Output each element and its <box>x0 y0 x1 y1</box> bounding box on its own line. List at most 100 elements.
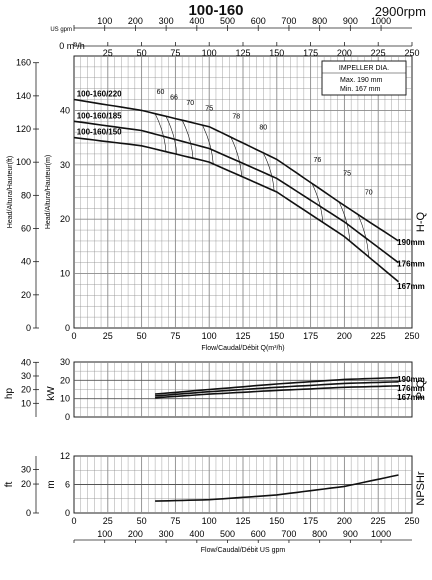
npsh-side-label: NPSHr <box>415 471 427 506</box>
pq-series-label: 176mm <box>397 384 425 393</box>
hq-efficiency-line <box>154 113 167 152</box>
hq-series-name: 100-160/185 <box>77 111 122 120</box>
hq-x-tick-label: 175 <box>303 331 318 341</box>
npsh-m-axis-label: m <box>46 480 57 488</box>
hq-x-tick-label: 25 <box>103 331 113 341</box>
hq-x-tick-label: 225 <box>371 331 386 341</box>
hq-curve-2 <box>73 136 400 283</box>
hq-curve-1 <box>73 120 399 264</box>
top-usgpm-tick-label: 1000 <box>371 16 391 26</box>
impeller-box-max: Max. 190 mm <box>340 77 383 84</box>
hq-curve-0 <box>73 98 399 242</box>
npsh-x-tick-label: 125 <box>235 516 250 526</box>
bottom-usgpm-tick-label: 800 <box>312 529 327 539</box>
top-usgpm-tick-label: 500 <box>220 16 235 26</box>
npsh-x-tick-label: 25 <box>103 516 113 526</box>
pq-hp-tick-label: 10 <box>21 398 31 408</box>
hq-diameter-label: 190mm <box>397 238 425 247</box>
hq-efficiency-label: 60 <box>157 89 165 96</box>
hq-efficiency-label: 75 <box>343 171 351 178</box>
hq-efficiency-label: 75 <box>205 105 213 112</box>
npsh-x-tick-label: 75 <box>170 516 180 526</box>
pq-hp-tick-label: 40 <box>21 357 31 367</box>
pq-hp-tick-label: 30 <box>21 371 31 381</box>
pq-hp-tick-label: 20 <box>21 385 31 395</box>
pq-kw-tick-label: 0 <box>65 412 70 422</box>
hq-m-tick-label: 20 <box>60 214 70 224</box>
hq-x-tick-label: 100 <box>202 331 217 341</box>
hq-x-axis-label: Flow/Caudal/Débit Q(m³/h) <box>201 345 284 352</box>
pq-series-label: 167mm <box>397 393 425 402</box>
pq-curve-1 <box>155 381 399 397</box>
top-m3h-tick-label: 225 <box>371 48 386 58</box>
hq-efficiency-line <box>230 137 242 177</box>
npsh-m-tick-label: 0 <box>65 508 70 518</box>
hq-ft-tick-label: 80 <box>21 190 31 200</box>
hq-ft-tick-label: 100 <box>16 157 31 167</box>
hq-ft-axis-label: Head/Altura/Hauteur(ft) <box>7 156 14 228</box>
top-usgpm-tick-label: 100 <box>97 16 112 26</box>
hq-series-name: 100-160/220 <box>77 90 122 99</box>
hq-x-tick-label: 250 <box>404 331 419 341</box>
hq-x-tick-label: 200 <box>337 331 352 341</box>
hq-ft-tick-label: 120 <box>16 124 31 134</box>
top-m3h-tick-label: 75 <box>170 48 180 58</box>
bottom-usgpm-tick-label: 500 <box>220 529 235 539</box>
pq-hp-axis-label: hp <box>4 388 15 400</box>
npsh-x-tick-label: 50 <box>137 516 147 526</box>
hq-efficiency-line <box>263 152 275 191</box>
npsh-x-tick-label: 250 <box>404 516 419 526</box>
npsh-m-tick-label: 12 <box>60 451 70 461</box>
impeller-box-min: Min. 167 mm <box>340 86 381 93</box>
chart-title: 100-160 <box>188 2 244 19</box>
hq-efficiency-label: 76 <box>313 157 321 164</box>
bottom-usgpm-tick-label: 1000 <box>371 529 391 539</box>
hq-efficiency-label: 70 <box>365 190 373 197</box>
top-m3h-unit: 0 m³/h <box>59 41 85 51</box>
hq-side-label: H-Q <box>415 211 427 232</box>
npsh-x-tick-label: 150 <box>269 516 284 526</box>
top-usgpm-tick-label: 900 <box>343 16 358 26</box>
hq-efficiency-label: 70 <box>186 100 194 107</box>
top-usgpm-tick-label: 700 <box>281 16 296 26</box>
pq-kw-tick-label: 30 <box>60 357 70 367</box>
top-usgpm-tick-label: 200 <box>128 16 143 26</box>
pq-series-label: 190mm <box>397 375 425 384</box>
pq-side-label: P-Q <box>415 379 427 399</box>
top-m3h-tick-label: 50 <box>137 48 147 58</box>
hq-m-tick-label: 10 <box>60 269 70 279</box>
npsh-curve <box>155 474 399 502</box>
npsh-ft-tick-label: 20 <box>21 479 31 489</box>
top-usgpm-tick-label: 300 <box>159 16 174 26</box>
hq-ft-tick-label: 60 <box>21 224 31 234</box>
hq-ft-tick-label: 160 <box>16 58 31 68</box>
npsh-ft-tick-label: 0 <box>26 508 31 518</box>
top-usgpm-tick-label: 600 <box>251 16 266 26</box>
hq-x-tick-label: 75 <box>170 331 180 341</box>
impeller-box-title: IMPELLER DIA. <box>339 65 389 72</box>
top-m3h-tick-label: 200 <box>337 48 352 58</box>
npsh-x-tick-label: 0 <box>71 516 76 526</box>
npsh-x-tick-label: 175 <box>303 516 318 526</box>
hq-m-tick-label: 0 <box>65 323 70 333</box>
pq-kw-axis-label: kW <box>46 386 57 401</box>
bottom-usgpm-tick-label: 100 <box>97 529 112 539</box>
hq-efficiency-label: 80 <box>259 124 267 131</box>
hq-x-tick-label: 0 <box>71 331 76 341</box>
top-m3h-tick-label: 150 <box>269 48 284 58</box>
hq-diameter-label: 167mm <box>397 282 425 291</box>
npsh-x-tick-label: 100 <box>202 516 217 526</box>
npsh-m-tick-label: 6 <box>65 480 70 490</box>
bottom-usgpm-tick-label: 600 <box>251 529 266 539</box>
pq-kw-tick-label: 20 <box>60 375 70 385</box>
hq-efficiency-line <box>357 214 370 257</box>
impeller-box <box>321 60 407 96</box>
hq-efficiency-line <box>181 120 194 159</box>
hq-efficiency-label: 78 <box>232 114 240 121</box>
top-m3h-tick-label: 175 <box>303 48 318 58</box>
npsh-x-tick-label: 200 <box>337 516 352 526</box>
pq-curve-0 <box>155 376 399 395</box>
hq-efficiency-line <box>202 124 214 164</box>
npsh-ft-tick-label: 30 <box>21 465 31 475</box>
top-usgpm-unit: US gpm <box>50 27 72 33</box>
